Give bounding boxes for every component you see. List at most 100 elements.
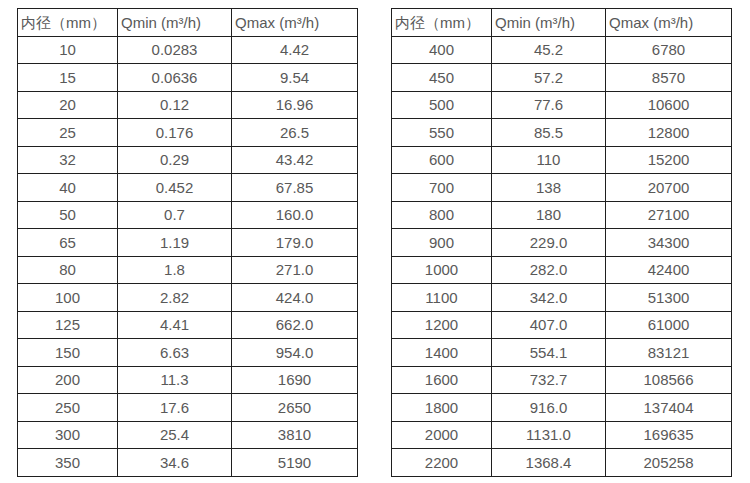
table-cell: 150 — [18, 339, 118, 367]
table-cell: 1100 — [392, 284, 492, 312]
table-row: 250.17626.5 — [18, 119, 358, 147]
table-row: 1400554.183121 — [392, 339, 732, 367]
table-cell: 424.0 — [232, 284, 358, 312]
table-cell: 34300 — [606, 229, 732, 257]
column-header: Qmin (m³/h) — [492, 9, 606, 37]
table-row: 1000282.042400 — [392, 256, 732, 284]
table-cell: 85.5 — [492, 119, 606, 147]
table-cell: 180 — [492, 201, 606, 229]
table-cell: 16.96 — [232, 91, 358, 119]
table-cell: 27100 — [606, 201, 732, 229]
table-cell: 67.85 — [232, 174, 358, 202]
table-cell: 51300 — [606, 284, 732, 312]
table-row: 35034.65190 — [18, 449, 358, 477]
table-cell: 17.6 — [118, 394, 232, 422]
table-row: 150.06369.54 — [18, 64, 358, 92]
table-cell: 169635 — [606, 421, 732, 449]
table-cell: 57.2 — [492, 64, 606, 92]
table-cell: 1.8 — [118, 256, 232, 284]
table-cell: 1200 — [392, 311, 492, 339]
table-cell: 20 — [18, 91, 118, 119]
table-cell: 32 — [18, 146, 118, 174]
table-cell: 4.42 — [232, 36, 358, 64]
table-row: 20011.31690 — [18, 366, 358, 394]
table-cell: 5190 — [232, 449, 358, 477]
table-cell: 25 — [18, 119, 118, 147]
table-cell: 6.63 — [118, 339, 232, 367]
header-row: 内径（mm）Qmin (m³/h)Qmax (m³/h) — [392, 9, 732, 37]
table-cell: 800 — [392, 201, 492, 229]
table-cell: 4.41 — [118, 311, 232, 339]
header-row: 内径（mm）Qmin (m³/h)Qmax (m³/h) — [18, 9, 358, 37]
table-cell: 12800 — [606, 119, 732, 147]
table-row: 801.8271.0 — [18, 256, 358, 284]
table-row: 25017.62650 — [18, 394, 358, 422]
table-cell: 2650 — [232, 394, 358, 422]
table-cell: 40 — [18, 174, 118, 202]
table-row: 22001368.4205258 — [392, 449, 732, 477]
table-row: 1254.41662.0 — [18, 311, 358, 339]
table-cell: 9.54 — [232, 64, 358, 92]
table-cell: 300 — [18, 421, 118, 449]
table-cell: 77.6 — [492, 91, 606, 119]
table-cell: 1.19 — [118, 229, 232, 257]
table-row: 50077.610600 — [392, 91, 732, 119]
table-cell: 138 — [492, 174, 606, 202]
column-header: Qmin (m³/h) — [118, 9, 232, 37]
table-row: 651.19179.0 — [18, 229, 358, 257]
table-row: 60011015200 — [392, 146, 732, 174]
table-row: 70013820700 — [392, 174, 732, 202]
table-cell: 0.176 — [118, 119, 232, 147]
table-row: 200.1216.96 — [18, 91, 358, 119]
table-cell: 42400 — [606, 256, 732, 284]
table-cell: 900 — [392, 229, 492, 257]
table-cell: 83121 — [606, 339, 732, 367]
table-cell: 554.1 — [492, 339, 606, 367]
table-cell: 954.0 — [232, 339, 358, 367]
table-cell: 732.7 — [492, 366, 606, 394]
table-row: 1100342.051300 — [392, 284, 732, 312]
table-cell: 108566 — [606, 366, 732, 394]
table-cell: 8570 — [606, 64, 732, 92]
table-row: 900229.034300 — [392, 229, 732, 257]
table-cell: 0.452 — [118, 174, 232, 202]
table-cell: 61000 — [606, 311, 732, 339]
table-cell: 450 — [392, 64, 492, 92]
table-cell: 700 — [392, 174, 492, 202]
table-cell: 600 — [392, 146, 492, 174]
table-row: 45057.28570 — [392, 64, 732, 92]
table-cell: 1400 — [392, 339, 492, 367]
table-cell: 271.0 — [232, 256, 358, 284]
table-cell: 1800 — [392, 394, 492, 422]
table-cell: 350 — [18, 449, 118, 477]
table-cell: 2000 — [392, 421, 492, 449]
table-cell: 2.82 — [118, 284, 232, 312]
table-cell: 3810 — [232, 421, 358, 449]
table-row: 320.2943.42 — [18, 146, 358, 174]
table-cell: 2200 — [392, 449, 492, 477]
table-cell: 179.0 — [232, 229, 358, 257]
table-cell: 45.2 — [492, 36, 606, 64]
column-header: Qmax (m³/h) — [606, 9, 732, 37]
table-row: 40045.26780 — [392, 36, 732, 64]
table-cell: 1368.4 — [492, 449, 606, 477]
table-cell: 662.0 — [232, 311, 358, 339]
table-cell: 125 — [18, 311, 118, 339]
table-cell: 34.6 — [118, 449, 232, 477]
table-cell: 0.29 — [118, 146, 232, 174]
table-cell: 0.0283 — [118, 36, 232, 64]
table-cell: 110 — [492, 146, 606, 174]
table-row: 1600732.7108566 — [392, 366, 732, 394]
column-header: 内径（mm） — [392, 9, 492, 37]
table-cell: 916.0 — [492, 394, 606, 422]
table-cell: 250 — [18, 394, 118, 422]
table-cell: 15200 — [606, 146, 732, 174]
table-cell: 10600 — [606, 91, 732, 119]
table-cell: 200 — [18, 366, 118, 394]
table-cell: 65 — [18, 229, 118, 257]
table-row: 400.45267.85 — [18, 174, 358, 202]
table-row: 20001131.0169635 — [392, 421, 732, 449]
flow-table-right: 内径（mm）Qmin (m³/h)Qmax (m³/h) 40045.26780… — [391, 8, 732, 477]
table-cell: 6780 — [606, 36, 732, 64]
table-cell: 26.5 — [232, 119, 358, 147]
